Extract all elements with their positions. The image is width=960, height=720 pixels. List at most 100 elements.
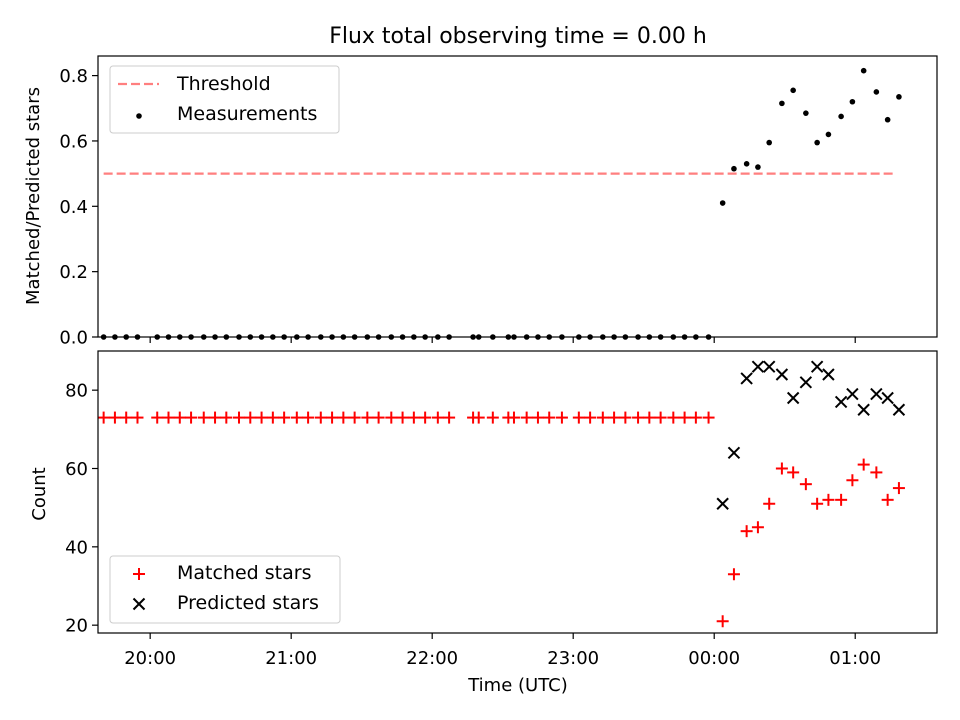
measurement-point: [803, 110, 809, 116]
matched-star-point: [302, 411, 315, 424]
bottom-y-ticks: 20 40 60 80: [65, 381, 98, 637]
matched-star-point: [643, 411, 656, 424]
predicted-star-point: [740, 372, 753, 385]
matched-star-point: [822, 493, 835, 506]
matched-legend-swatch: [133, 568, 145, 580]
matched-star-point: [507, 411, 520, 424]
matched-star-point: [678, 411, 691, 424]
bottom-ytick-label: 20: [65, 616, 88, 637]
top-ytick-label: 0.6: [59, 131, 88, 152]
measurement-point: [790, 87, 796, 94]
predicted-star-point: [822, 368, 835, 381]
bottom-legend-box: [109, 555, 341, 624]
matched-star-point: [787, 466, 800, 479]
top-panel: 0.00.20.40.60.8 Matched/Predicted stars …: [23, 55, 938, 349]
measurement-point: [860, 67, 867, 74]
top-y-axis-label: Matched/Predicted stars: [23, 87, 44, 305]
matched-star-point: [632, 411, 645, 424]
predicted-legend-swatch: [132, 597, 146, 611]
matched-star-point: [654, 411, 667, 424]
measurement-point: [849, 98, 856, 105]
predicted-star-point: [881, 391, 894, 405]
predicted-star-point-b: [762, 360, 776, 373]
matched-star-point: [520, 411, 533, 424]
matched-star-point: [244, 411, 257, 424]
measurement-point: [838, 113, 844, 120]
measurement-point: [731, 165, 737, 172]
predicted-legend-marker-b: [132, 597, 146, 611]
bottom-ytick-label: 60: [65, 459, 88, 480]
predicted-star-point: [799, 376, 813, 389]
predicted-star-point: [751, 360, 765, 373]
matched-star-point: [543, 411, 556, 424]
matched-star-point: [775, 462, 788, 475]
matched-star-point: [120, 411, 133, 424]
predicted-star-point-b: [716, 497, 729, 510]
matched-star-point: [372, 411, 385, 424]
matched-star-point: [220, 411, 233, 424]
matched-star-point: [870, 466, 883, 479]
matched-star-point: [740, 525, 753, 538]
matched-star-point: [727, 568, 740, 581]
predicted-star-point-b: [810, 360, 824, 373]
matched-star-point: [419, 411, 432, 424]
matched-star-point: [555, 411, 568, 424]
matched-star-point: [531, 411, 544, 424]
bottom-xtick-label: 23:00: [547, 648, 599, 669]
bottom-xtick-label: 22:00: [406, 648, 458, 669]
matched-legend-label: Matched stars: [177, 562, 311, 584]
bottom-xtick-label: 20:00: [124, 648, 176, 669]
matched-star-point: [472, 411, 485, 424]
predicted-star-point: [834, 395, 848, 409]
matched-star-point: [361, 411, 374, 424]
predicted-star-point-b: [786, 391, 800, 405]
matched-star-point: [278, 411, 291, 424]
matched-star-point: [314, 411, 327, 424]
predicted-star-point: [810, 360, 824, 373]
measurement-point: [884, 116, 891, 123]
matched-star-point: [266, 411, 279, 424]
predicted-star-point-b: [870, 387, 883, 401]
measurement-point: [766, 139, 772, 146]
bottom-xtick-label: 21:00: [265, 648, 317, 669]
matched-star-point: [702, 411, 715, 424]
top-legend: Threshold Measurements: [109, 65, 340, 134]
measurement-point: [896, 94, 902, 100]
predicted-star-point-b: [799, 376, 813, 389]
top-x-ticks: [149, 337, 856, 343]
predicted-star-point-b: [775, 368, 789, 381]
top-legend-box: [109, 65, 340, 134]
predicted-star-point-b: [727, 446, 741, 460]
predicted-legend-label: Predicted stars: [177, 592, 319, 614]
predicted-star-point: [762, 360, 776, 373]
matched-star-point: [131, 411, 144, 424]
measurement-point: [825, 131, 832, 138]
predicted-star-point: [846, 387, 859, 401]
predicted-star-point: [857, 403, 870, 416]
top-y-ticks: 0.0 0.2 0.4 0.6 0.8: [59, 66, 98, 349]
matched-legend-marker: [133, 568, 145, 580]
matched-star-point: [763, 497, 776, 510]
matched-star-point: [881, 493, 894, 506]
matched-star-point: [407, 411, 420, 424]
bottom-xtick-label: 00:00: [688, 648, 740, 669]
matched-star-point: [173, 411, 186, 424]
matched-star-point: [97, 411, 110, 424]
predicted-star-point-b: [751, 360, 765, 373]
predicted-star-point-b: [822, 368, 835, 381]
matched-star-point: [811, 497, 824, 510]
matched-star-point: [572, 411, 585, 424]
matched-star-point: [108, 411, 121, 424]
matched-star-point: [608, 411, 621, 424]
top-axes-frame: [97, 55, 938, 338]
bottom-axes-frame: [97, 350, 938, 634]
predicted-star-point: [786, 391, 800, 405]
measurement-point: [719, 200, 726, 206]
matched-star-point: [716, 615, 729, 628]
x-axis-label: Time (UTC): [467, 675, 568, 696]
matched-star-point: [197, 411, 210, 424]
measurement-point: [743, 161, 750, 167]
bottom-marks-layer: [97, 360, 906, 628]
predicted-star-point-b: [857, 403, 870, 416]
